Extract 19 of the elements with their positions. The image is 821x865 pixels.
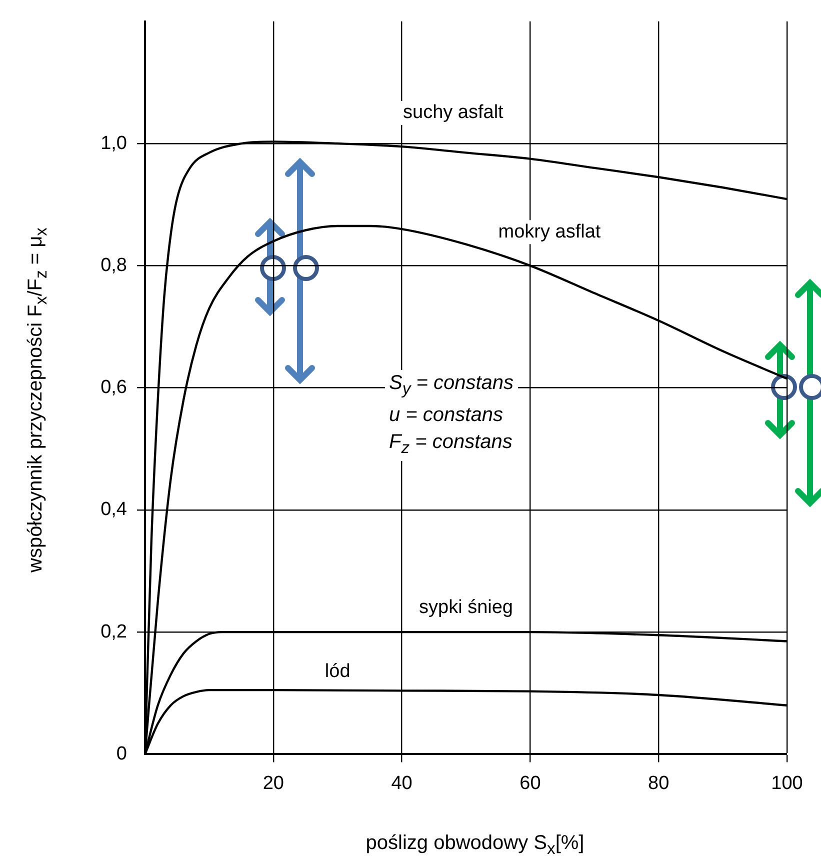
series-label: suchy asfalt — [402, 102, 504, 124]
y-tick-label: 1,0 — [100, 132, 127, 154]
x-tick-label: 100 — [771, 772, 803, 794]
x-tick-label: 80 — [648, 772, 670, 794]
y-tick-label: 0,2 — [100, 621, 127, 642]
x-axis-title: poślizg obwodowy S$_{x}$[%] — [364, 832, 586, 859]
series-label: lód — [324, 660, 350, 682]
y-tick-label: 0,6 — [100, 377, 127, 398]
annotation: S$_{y}$ = constans — [389, 371, 514, 400]
y-tick-label: 0,8 — [100, 254, 127, 276]
x-tick-label: 40 — [391, 772, 412, 794]
x-tick-label: 60 — [520, 772, 541, 794]
series-label: mokry asflat — [498, 221, 602, 242]
series-label: sypki śnieg — [419, 596, 513, 618]
annotation: F$_{z}$ = constans — [389, 430, 514, 459]
y-tick-label: 0,4 — [100, 499, 128, 520]
annotation: u = constans — [389, 403, 504, 428]
x-tick-label: 20 — [262, 772, 284, 794]
y-tick-label: 0 — [116, 743, 127, 764]
